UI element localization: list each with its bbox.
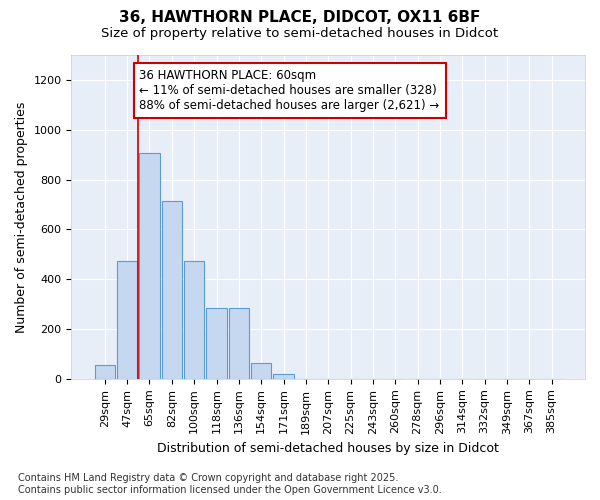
Text: 36, HAWTHORN PLACE, DIDCOT, OX11 6BF: 36, HAWTHORN PLACE, DIDCOT, OX11 6BF (119, 10, 481, 25)
Bar (95, 365, 115, 379)
Y-axis label: Number of semi-detached properties: Number of semi-detached properties (15, 101, 28, 332)
X-axis label: Distribution of semi-detached houses by size in Didcot: Distribution of semi-detached houses by … (157, 442, 499, 455)
Bar (251, 362, 271, 379)
Bar (229, 308, 249, 379)
Bar (184, 260, 204, 379)
Bar (117, 260, 137, 379)
Bar (274, 374, 293, 379)
Bar (162, 200, 182, 379)
Text: 36 HAWTHORN PLACE: 60sqm
← 11% of semi-detached houses are smaller (328)
88% of : 36 HAWTHORN PLACE: 60sqm ← 11% of semi-d… (139, 68, 440, 112)
Text: Size of property relative to semi-detached houses in Didcot: Size of property relative to semi-detach… (101, 28, 499, 40)
Text: Contains HM Land Registry data © Crown copyright and database right 2025.
Contai: Contains HM Land Registry data © Crown c… (18, 474, 442, 495)
Bar (206, 308, 227, 379)
Bar (139, 154, 160, 379)
